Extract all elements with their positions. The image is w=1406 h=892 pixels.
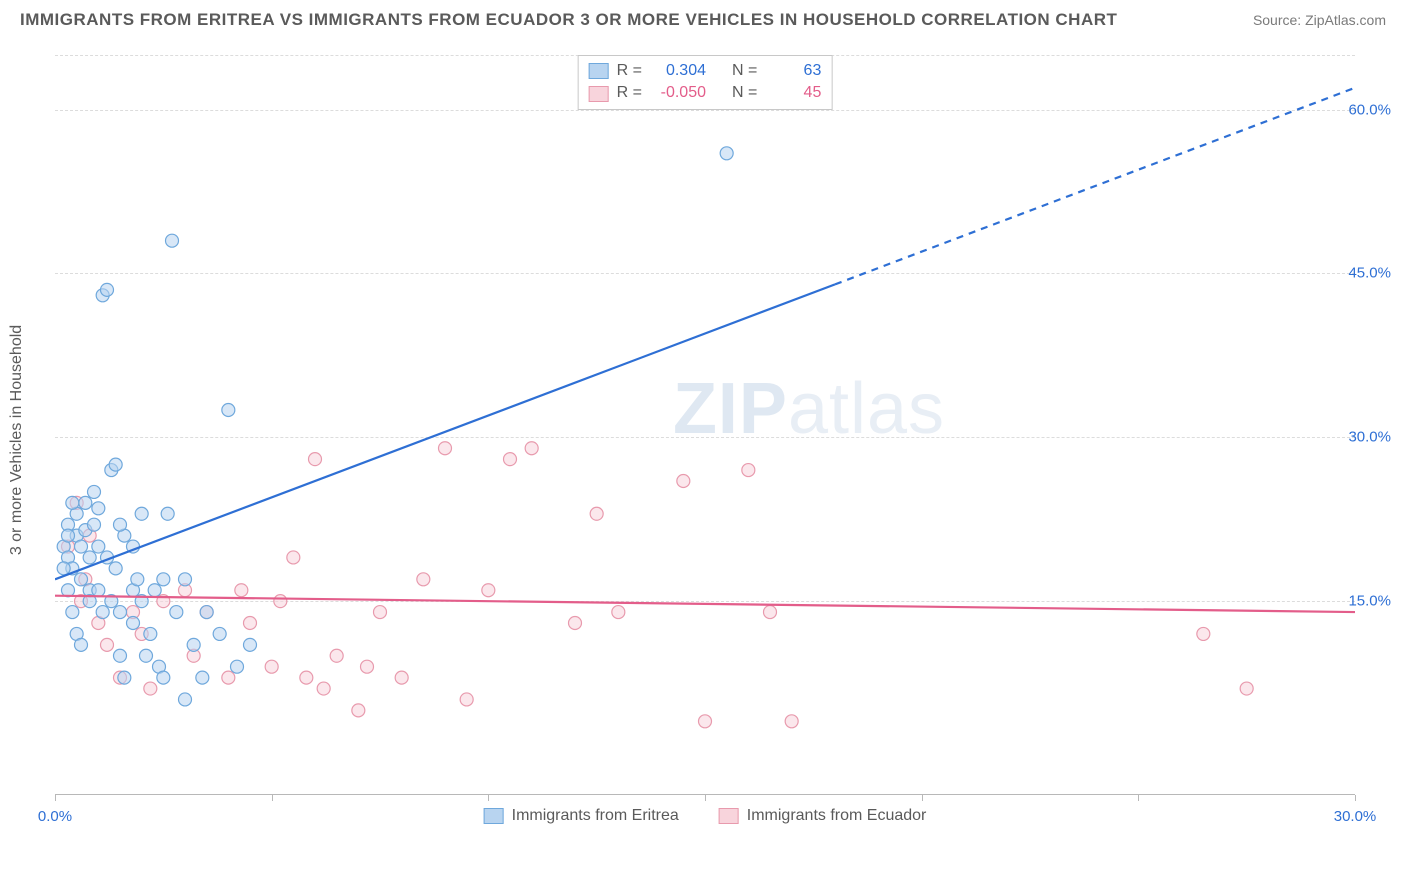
legend-label: Immigrants from Eritrea <box>512 807 679 825</box>
gridline <box>55 601 1355 602</box>
xtick-mark <box>922 795 923 801</box>
gridline <box>55 273 1355 274</box>
n-value-pink: 45 <box>765 82 821 104</box>
chart-area: 3 or more Vehicles in Household ZIPatlas… <box>55 55 1385 825</box>
r-value-pink: -0.050 <box>650 82 706 104</box>
xtick-mark <box>1138 795 1139 801</box>
source-attribution: Source: ZipAtlas.com <box>1253 12 1386 28</box>
swatch-blue <box>484 808 504 824</box>
ytick-label: 60.0% <box>1348 101 1391 118</box>
swatch-pink <box>719 808 739 824</box>
stats-box: R = 0.304 N = 63 R = -0.050 N = 45 <box>578 55 833 110</box>
n-label: N = <box>732 60 757 82</box>
scatter-svg <box>55 55 1355 795</box>
chart-title: IMMIGRANTS FROM ERITREA VS IMMIGRANTS FR… <box>20 10 1117 30</box>
xtick-mark <box>1355 795 1356 801</box>
xtick-mark <box>705 795 706 801</box>
swatch-pink <box>589 86 609 102</box>
plot-region: ZIPatlas 0.0%30.0% 15.0%30.0%45.0%60.0% … <box>55 55 1355 825</box>
xtick-mark <box>272 795 273 801</box>
xtick-mark <box>55 795 56 801</box>
n-value-blue: 63 <box>765 60 821 82</box>
r-label: R = <box>617 82 642 104</box>
xtick-label: 30.0% <box>1334 808 1377 825</box>
ytick-label: 45.0% <box>1348 265 1391 282</box>
y-axis-label: 3 or more Vehicles in Household <box>8 325 26 555</box>
legend-item-eritrea: Immigrants from Eritrea <box>484 807 679 825</box>
ytick-label: 30.0% <box>1348 429 1391 446</box>
legend-label: Immigrants from Ecuador <box>747 807 927 825</box>
xtick-label: 0.0% <box>38 808 72 825</box>
ytick-label: 15.0% <box>1348 593 1391 610</box>
swatch-blue <box>589 63 609 79</box>
stats-row-pink: R = -0.050 N = 45 <box>589 82 822 104</box>
r-label: R = <box>617 60 642 82</box>
legend: Immigrants from Eritrea Immigrants from … <box>484 807 927 825</box>
n-label: N = <box>732 82 757 104</box>
legend-item-ecuador: Immigrants from Ecuador <box>719 807 927 825</box>
stats-row-blue: R = 0.304 N = 63 <box>589 60 822 82</box>
xtick-mark <box>488 795 489 801</box>
gridline <box>55 437 1355 438</box>
r-value-blue: 0.304 <box>650 60 706 82</box>
